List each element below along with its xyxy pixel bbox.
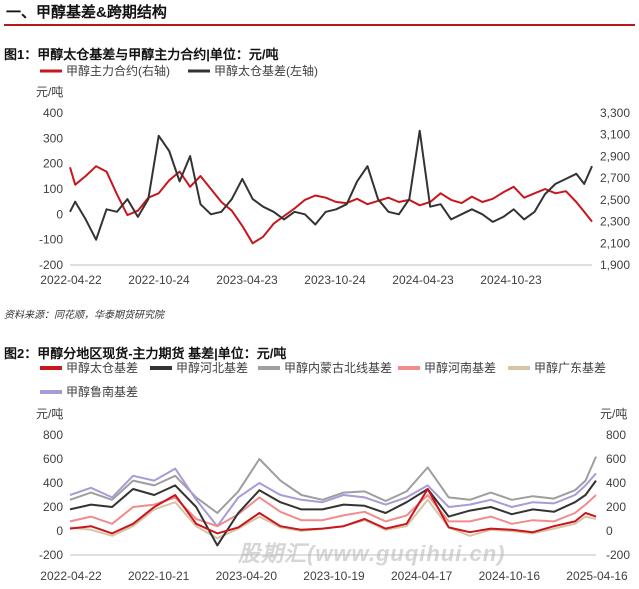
x-tick-label: 2023-10-19 [303, 569, 365, 583]
y-left-tick: -200 [39, 548, 63, 562]
chart2: 甲醇太仓基差 甲醇河北基差 甲醇内蒙古北线基差 甲醇河南基差 甲醇广东基差甲醇鲁南基差元… [36, 360, 630, 583]
x-tick-label: 2024-10-16 [479, 569, 541, 583]
x-tick-label: 2024-04-23 [392, 273, 454, 287]
y-right-tick: 2,900 [600, 149, 630, 163]
y-left-tick: 0 [56, 207, 63, 221]
y-left-tick: 800 [43, 428, 63, 442]
y-left-tick: 0 [56, 524, 63, 538]
y-left-tick: 300 [43, 131, 63, 145]
legend-label-4: 甲醇广东基差 [534, 360, 606, 375]
legend-label-5: 甲醇鲁南基差 [66, 384, 138, 399]
x-tick-label: 2024-10-23 [480, 273, 542, 287]
y-right-tick: 1,900 [600, 258, 630, 272]
figure2-title: 图2：甲醇分地区现货-主力期货 基差|单位：元/吨 [4, 346, 287, 361]
series-line-2 [69, 456, 597, 514]
watermark-text: 股期汇(www.guqihui.cn) [238, 541, 506, 566]
y-right-tick: 0 [606, 524, 613, 538]
chart1: 甲醇主力合约(右轴) 甲醇太仓基差(左轴) 元/吨 400 300 200 100 0 -100… [36, 63, 630, 287]
y-right-tick: 2,300 [600, 215, 630, 229]
figure1-title: 图1：甲醇太仓基差与甲醇主力合约|单位：元/吨 [4, 47, 279, 62]
y-right-tick: 600 [606, 452, 626, 466]
series-line-1 [69, 480, 597, 547]
legend-label-0: 甲醇主力合约(右轴) [66, 63, 170, 78]
y-left-tick: 100 [43, 182, 63, 196]
y-left-tick: -200 [39, 258, 63, 272]
y-right-tick: 400 [606, 476, 626, 490]
y-left-tick: 200 [43, 157, 63, 171]
y-left-tick: 400 [43, 106, 63, 120]
y-right-tick: -200 [606, 548, 630, 562]
source-note: 资料来源：同花顺，华泰期货研究院 [4, 310, 164, 321]
y-right-tick: 200 [606, 500, 626, 514]
y-left-unit: 元/吨 [36, 407, 63, 421]
y-right-tick: 2,500 [600, 193, 630, 207]
x-tick-label: 2022-10-24 [128, 273, 190, 287]
x-tick-label: 2024-04-17 [391, 569, 453, 583]
y-right-tick: 800 [606, 428, 626, 442]
x-tick-label: 2022-04-22 [40, 273, 102, 287]
y-right-tick: 3,100 [600, 128, 630, 142]
legend-label-1: 甲醇太仓基差(左轴) [214, 63, 318, 78]
y-left-tick: 200 [43, 500, 63, 514]
x-tick-label: 2025-04-16 [566, 569, 628, 583]
y-left-tick: -100 [39, 233, 63, 247]
x-tick-label: 2022-10-21 [128, 569, 190, 583]
series-line-1 [69, 129, 593, 241]
series-line-0 [69, 165, 593, 245]
y-right-tick: 2,700 [600, 171, 630, 185]
y-left-tick: 600 [43, 452, 63, 466]
y-right-tick: 2,100 [600, 236, 630, 250]
y-right-unit: 元/吨 [600, 407, 627, 421]
section-title-text: 一、甲醇基差&跨期结构 [6, 4, 167, 21]
x-tick-label: 2022-04-22 [40, 569, 102, 583]
x-tick-label: 2023-04-20 [216, 569, 278, 583]
legend-label-0: 甲醇太仓基差 [66, 360, 138, 375]
x-tick-label: 2023-10-24 [304, 273, 366, 287]
y-left-tick: 400 [43, 476, 63, 490]
legend-label-2: 甲醇内蒙古北线基差 [284, 360, 392, 375]
y-left-unit: 元/吨 [36, 85, 63, 99]
series-line-0 [69, 488, 597, 535]
series-line-5 [69, 467, 597, 528]
y-right-tick: 3,300 [600, 106, 630, 120]
legend-label-1: 甲醇河北基差 [176, 360, 248, 375]
legend-label-3: 甲醇河南基差 [424, 360, 496, 375]
section-title: 一、甲醇基差&跨期结构 [4, 4, 635, 26]
x-tick-label: 2023-04-23 [216, 273, 278, 287]
